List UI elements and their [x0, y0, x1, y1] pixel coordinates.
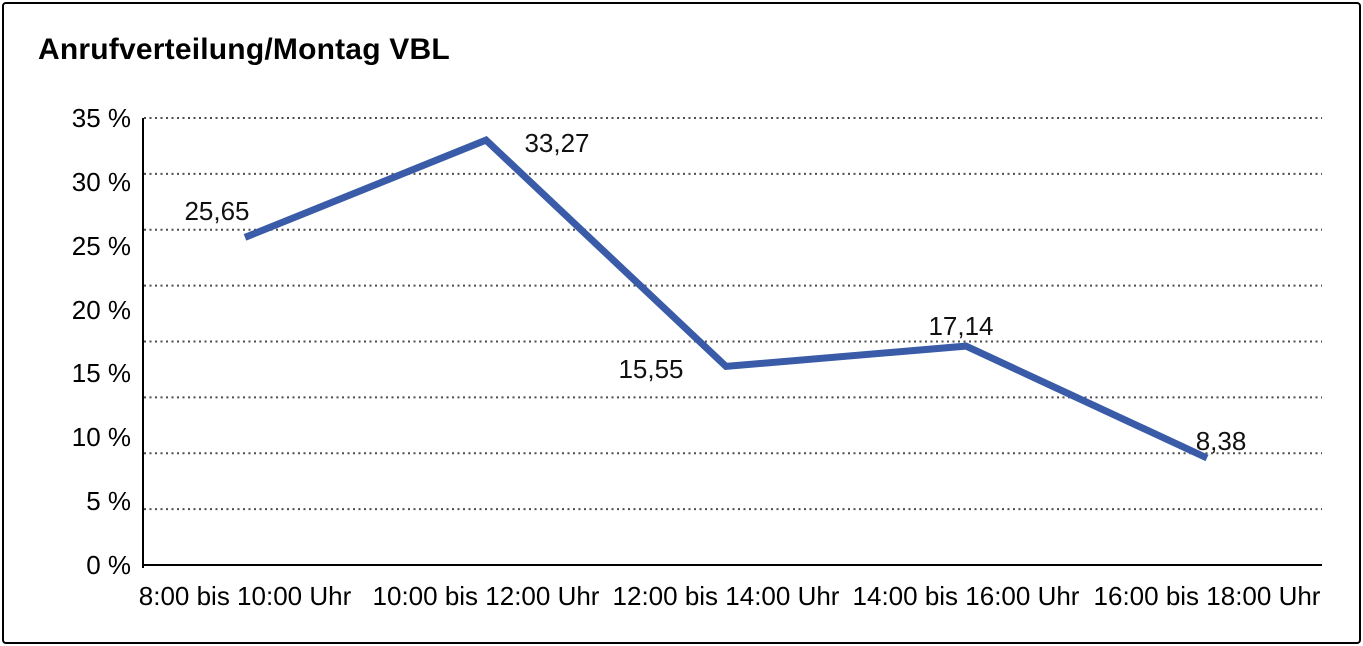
- y-axis-tick-label: 5 %: [86, 486, 131, 516]
- data-point-label: 33,27: [524, 128, 590, 158]
- y-axis-tick-label: 35 %: [71, 103, 131, 133]
- y-axis-tick-label: 30 %: [71, 167, 131, 197]
- y-axis-tick-label: 15 %: [71, 358, 131, 388]
- chart-title: Anrufverteilung/Montag VBL: [38, 33, 450, 66]
- y-axis-tick-label: 0 %: [86, 550, 131, 580]
- y-axis-tick-label: 25 %: [71, 231, 131, 261]
- x-axis-category-label: 14:00 bis 16:00 Uhr: [852, 581, 1080, 611]
- x-axis-category-label: 8:00 bis 10:00 Uhr: [138, 581, 352, 611]
- data-point-label: 17,14: [928, 311, 994, 341]
- x-axis-category-label: 16:00 bis 18:00 Uhr: [1093, 581, 1321, 611]
- data-point-label: 15,55: [618, 354, 684, 384]
- x-axis-category-label: 12:00 bis 14:00 Uhr: [612, 581, 840, 611]
- data-line-series: [243, 136, 1209, 462]
- data-point-label: 25,65: [184, 196, 250, 226]
- data-point-label: 8,38: [1195, 426, 1247, 456]
- y-axis-tick-label: 20 %: [71, 295, 131, 325]
- y-axis-tick-label: 10 %: [71, 422, 131, 452]
- x-axis-category-label: 10:00 bis 12:00 Uhr: [372, 581, 600, 611]
